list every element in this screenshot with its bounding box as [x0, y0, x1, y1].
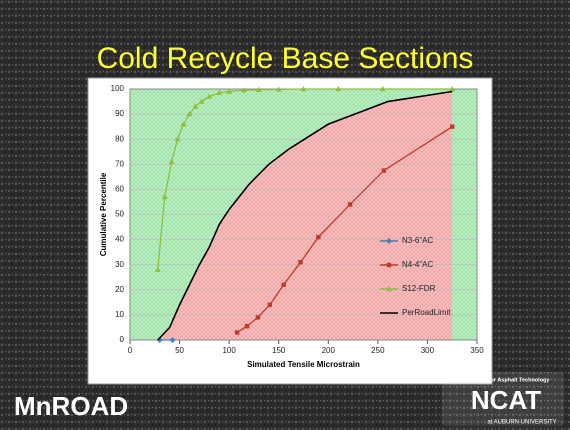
point — [347, 202, 353, 207]
point — [316, 234, 321, 240]
y-tick-label: 0 — [120, 335, 125, 344]
y-tick-label: 80 — [115, 134, 124, 143]
x-tick-label: 200 — [322, 346, 336, 355]
y-tick-label: 90 — [115, 109, 124, 118]
x-tick-label: 0 — [128, 346, 133, 355]
ncat-logo-bg — [442, 372, 564, 426]
ncat-sub: at AUBURN UNIVERSITY — [487, 420, 556, 426]
point — [255, 86, 262, 92]
y-tick-label: 40 — [115, 235, 124, 244]
series-line — [157, 90, 453, 341]
y-tick-label: 60 — [115, 185, 124, 194]
ncat-org: National Center for Asphalt Technology — [447, 377, 551, 383]
point — [168, 158, 175, 164]
plot: 0 10 20 30 40 50 60 70 80 90 100 0 50 100 150 200 250 300… — [99, 84, 484, 369]
legend-marker — [386, 262, 392, 268]
point — [275, 86, 282, 92]
legend-label: PerRoadLimit — [402, 308, 451, 317]
slide-title: Cold Recycle Base Sections — [97, 42, 474, 75]
point — [255, 315, 261, 320]
x-tick-label: 50 — [175, 346, 184, 355]
point — [198, 98, 205, 104]
series-line — [157, 88, 453, 270]
ncat-name: NCAT — [471, 385, 541, 415]
point — [281, 282, 286, 287]
x-tick-label: 150 — [272, 346, 286, 355]
point — [216, 89, 223, 95]
y-tick-label: 70 — [115, 159, 124, 168]
point — [241, 87, 248, 93]
x-tick-label: 350 — [470, 346, 484, 355]
point — [180, 121, 187, 127]
x-tick-label: 300 — [421, 346, 435, 355]
legend-label: S12-FDR — [402, 284, 436, 293]
point — [379, 86, 386, 92]
series-line — [236, 126, 453, 334]
mnroad-logo: MnROAD — [14, 391, 128, 421]
y-tick-label: 10 — [115, 310, 124, 319]
point — [174, 136, 181, 142]
x-tick-label: 100 — [222, 346, 236, 355]
y-axis-label: Cumulative Percentile — [99, 172, 108, 256]
point — [449, 86, 456, 92]
point — [206, 93, 213, 99]
legend-marker — [386, 286, 392, 292]
point — [300, 86, 307, 92]
point — [298, 259, 303, 265]
x-tick-label: 250 — [371, 346, 385, 355]
point — [335, 86, 342, 92]
point — [161, 193, 168, 200]
y-tick-label: 30 — [115, 260, 124, 269]
legend-label: N3-6"AC — [402, 236, 434, 245]
point — [226, 88, 233, 94]
point — [450, 124, 455, 129]
point — [186, 111, 193, 117]
y-tick-label: 100 — [111, 84, 125, 93]
legend-label: N4-4"AC — [402, 260, 434, 269]
x-axis-label: Simulated Tensile Microstrain — [247, 360, 360, 369]
point — [169, 337, 176, 343]
point — [192, 103, 199, 109]
point — [154, 266, 161, 272]
legend-marker — [386, 238, 392, 244]
point — [381, 168, 387, 173]
point — [267, 302, 272, 308]
y-tick-label: 50 — [115, 210, 124, 219]
y-tick-label: 20 — [115, 285, 124, 294]
point — [234, 330, 240, 335]
point — [244, 323, 250, 329]
